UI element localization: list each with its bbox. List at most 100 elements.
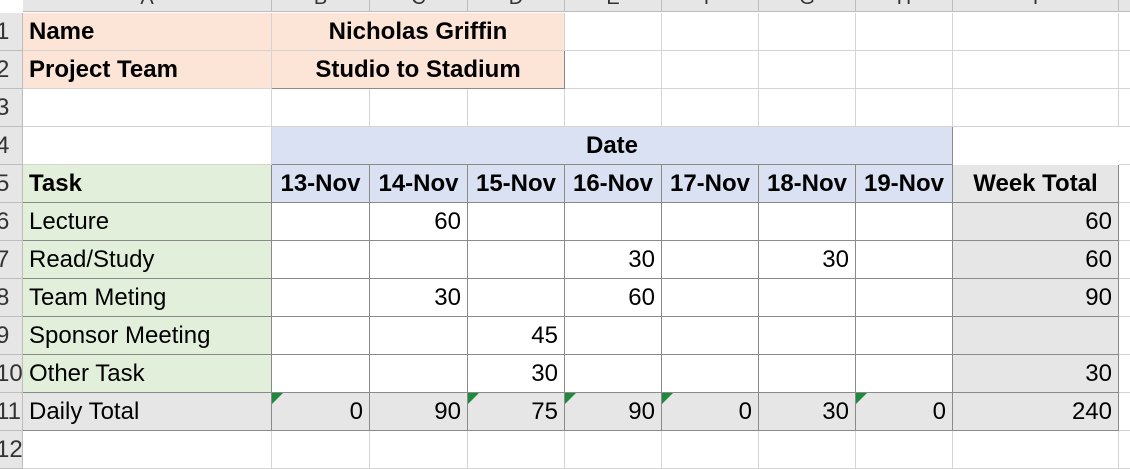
row-header-12[interactable]: 12 (0, 431, 23, 469)
minutes-cell[interactable] (272, 317, 370, 355)
minutes-cell[interactable]: 30 (468, 355, 565, 393)
project-team-label[interactable]: Project Team (23, 51, 272, 89)
name-value[interactable]: Nicholas Griffin (272, 13, 565, 51)
date-column-header[interactable]: 18-Nov (759, 165, 856, 203)
empty-cell[interactable] (1119, 431, 1130, 469)
task-name-cell[interactable]: Sponsor Meeting (23, 317, 272, 355)
row-header-2[interactable]: 2 (0, 51, 23, 89)
minutes-cell[interactable] (662, 317, 759, 355)
minutes-cell[interactable] (856, 203, 953, 241)
week-total-cell[interactable]: 60 (953, 203, 1119, 241)
empty-cell[interactable] (953, 431, 1119, 469)
daily-total-cell[interactable]: 0 (662, 393, 759, 431)
row-header-6[interactable]: 6 (0, 203, 23, 241)
empty-cell[interactable] (468, 89, 565, 127)
task-name-cell[interactable]: Read/Study (23, 241, 272, 279)
minutes-cell[interactable] (272, 355, 370, 393)
minutes-cell[interactable]: 60 (370, 203, 468, 241)
empty-cell[interactable] (662, 51, 759, 89)
column-header-c[interactable]: C (370, 0, 468, 12)
empty-cell[interactable] (759, 431, 856, 469)
grand-total-cell[interactable]: 240 (953, 393, 1119, 431)
row-header-5[interactable]: 5 (0, 165, 23, 203)
minutes-cell[interactable] (856, 317, 953, 355)
minutes-cell[interactable]: 30 (370, 279, 468, 317)
empty-cell[interactable] (759, 89, 856, 127)
empty-cell[interactable] (1119, 355, 1130, 393)
project-team-value[interactable]: Studio to Stadium (272, 51, 565, 89)
empty-cell[interactable] (565, 89, 662, 127)
date-header[interactable]: Date (272, 127, 953, 165)
row-header-7[interactable]: 7 (0, 241, 23, 279)
minutes-cell[interactable] (370, 317, 468, 355)
empty-cell[interactable] (856, 431, 953, 469)
empty-cell[interactable] (856, 13, 953, 51)
daily-total-cell[interactable]: 75 (468, 393, 565, 431)
empty-cell[interactable] (953, 89, 1119, 127)
minutes-cell[interactable] (662, 355, 759, 393)
empty-cell[interactable] (662, 431, 759, 469)
empty-cell[interactable] (1119, 279, 1130, 317)
minutes-cell[interactable] (468, 203, 565, 241)
minutes-cell[interactable] (272, 203, 370, 241)
row-header-9[interactable]: 9 (0, 317, 23, 355)
week-total-cell[interactable] (953, 317, 1119, 355)
empty-cell[interactable] (468, 431, 565, 469)
empty-cell[interactable] (565, 51, 662, 89)
daily-total-label[interactable]: Daily Total (23, 393, 272, 431)
date-column-header[interactable]: 15-Nov (468, 165, 565, 203)
minutes-cell[interactable] (662, 279, 759, 317)
minutes-cell[interactable] (759, 203, 856, 241)
column-header-i[interactable]: I (953, 0, 1119, 12)
row-header-10[interactable]: 10 (0, 355, 23, 393)
empty-cell[interactable] (1119, 241, 1130, 279)
date-column-header[interactable]: 16-Nov (565, 165, 662, 203)
daily-total-cell[interactable]: 0 (272, 393, 370, 431)
row-header-11[interactable]: 11 (0, 393, 23, 431)
week-total-cell[interactable]: 60 (953, 241, 1119, 279)
empty-cell[interactable] (565, 431, 662, 469)
minutes-cell[interactable] (272, 241, 370, 279)
task-name-cell[interactable]: Other Task (23, 355, 272, 393)
empty-cell[interactable] (662, 89, 759, 127)
task-header[interactable]: Task (23, 165, 272, 203)
minutes-cell[interactable] (468, 279, 565, 317)
minutes-cell[interactable] (468, 241, 565, 279)
column-header-j[interactable] (1119, 0, 1130, 12)
minutes-cell[interactable] (759, 279, 856, 317)
row-header-1[interactable]: 1 (0, 13, 23, 51)
empty-cell[interactable] (23, 89, 272, 127)
empty-cell[interactable] (953, 51, 1119, 89)
empty-cell[interactable] (856, 51, 953, 89)
column-header-e[interactable]: E (565, 0, 662, 12)
minutes-cell[interactable] (370, 355, 468, 393)
minutes-cell[interactable]: 30 (759, 241, 856, 279)
empty-cell[interactable] (759, 51, 856, 89)
empty-cell[interactable] (23, 127, 272, 165)
column-header-f[interactable]: F (662, 0, 759, 12)
row-header-8[interactable]: 8 (0, 279, 23, 317)
empty-cell[interactable] (662, 13, 759, 51)
week-total-header[interactable]: Week Total (953, 165, 1119, 203)
name-label[interactable]: Name (23, 13, 272, 51)
empty-cell[interactable] (1119, 51, 1130, 89)
empty-cell[interactable] (23, 431, 272, 469)
empty-cell[interactable] (272, 89, 370, 127)
daily-total-cell[interactable]: 30 (759, 393, 856, 431)
minutes-cell[interactable] (662, 241, 759, 279)
minutes-cell[interactable] (565, 355, 662, 393)
date-column-header[interactable]: 17-Nov (662, 165, 759, 203)
date-column-header[interactable]: 19-Nov (856, 165, 953, 203)
empty-cell[interactable] (759, 13, 856, 51)
minutes-cell[interactable] (856, 279, 953, 317)
empty-cell[interactable] (1119, 89, 1130, 127)
daily-total-cell[interactable]: 90 (370, 393, 468, 431)
column-header-a[interactable]: A (23, 0, 272, 12)
daily-total-cell[interactable]: 0 (856, 393, 953, 431)
minutes-cell[interactable] (370, 241, 468, 279)
task-name-cell[interactable]: Lecture (23, 203, 272, 241)
empty-cell[interactable] (1119, 127, 1130, 165)
minutes-cell[interactable]: 60 (565, 279, 662, 317)
minutes-cell[interactable] (565, 203, 662, 241)
empty-cell[interactable] (856, 89, 953, 127)
